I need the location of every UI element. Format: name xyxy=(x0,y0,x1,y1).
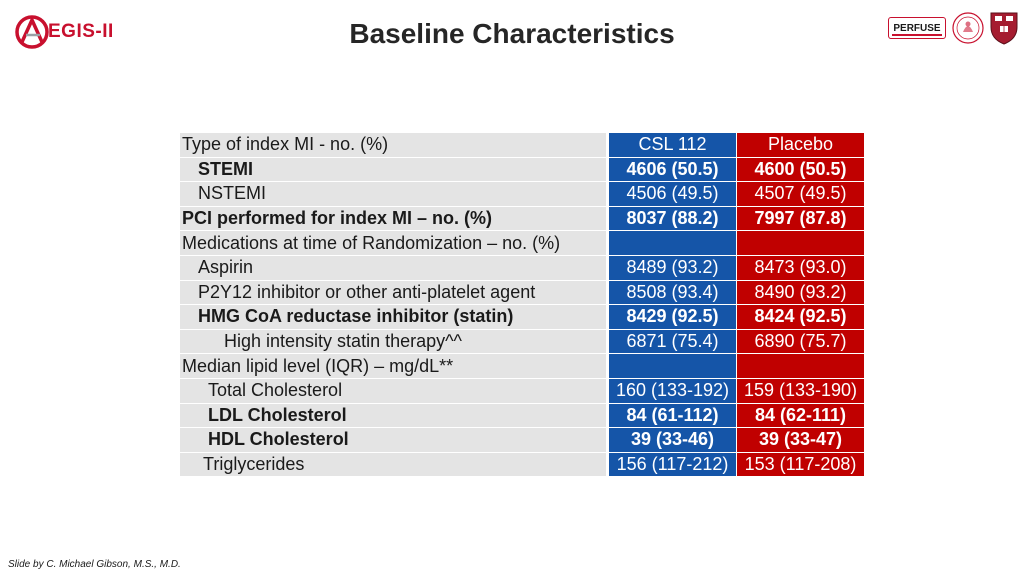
table-row: NSTEMI 4506 (49.5) 4507 (49.5) xyxy=(180,182,864,207)
csl-value: 8037 (88.2) xyxy=(609,206,736,232)
aegis-logo-text: EGIS-II xyxy=(48,21,114,42)
row-label-aspirin: Aspirin xyxy=(198,257,254,278)
csl-value: 6871 (75.4) xyxy=(609,329,736,355)
column-header-csl112: CSL 112 xyxy=(609,133,736,158)
placebo-value: 8490 (93.2) xyxy=(737,280,864,306)
table-row: HDL Cholesterol 39 (33-46) 39 (33-47) xyxy=(180,428,864,453)
table-row: LDL Cholesterol 84 (61-112) 84 (62-111) xyxy=(180,403,864,429)
csl-value: 84 (61-112) xyxy=(609,403,736,429)
row-label-statin: HMG CoA reductase inhibitor (statin) xyxy=(198,306,514,327)
csl-value: 8489 (93.2) xyxy=(609,255,736,281)
table-row: PCI performed for index MI – no. (%) 803… xyxy=(180,206,864,232)
table-row: Type of index MI - no. (%) CSL 112 Place… xyxy=(180,133,864,158)
row-label-high-intensity-statin: High intensity statin therapy^^ xyxy=(224,331,463,352)
csl-value: 4506 (49.5) xyxy=(609,182,736,207)
csl-value xyxy=(609,231,736,256)
table-row: High intensity statin therapy^^ 6871 (75… xyxy=(180,329,864,355)
table-row: P2Y12 inhibitor or other anti-platelet a… xyxy=(180,280,864,306)
row-label-pci: PCI performed for index MI – no. (%) xyxy=(180,206,606,232)
aegis-ii-logo: EGIS-II xyxy=(14,14,136,50)
placebo-value: 6890 (75.7) xyxy=(737,329,864,355)
placebo-value: 4600 (50.5) xyxy=(737,157,864,183)
placebo-value xyxy=(737,354,864,379)
table-row: Triglycerides 156 (117-212) 153 (117-208… xyxy=(180,452,864,478)
csl-value: 160 (133-192) xyxy=(609,378,736,404)
row-label-total-cholesterol: Total Cholesterol xyxy=(208,380,343,401)
csl-value: 8429 (92.5) xyxy=(609,305,736,330)
table-row: STEMI 4606 (50.5) 4600 (50.5) xyxy=(180,157,864,183)
csl-value: 4606 (50.5) xyxy=(609,157,736,183)
row-label-nstemi: NSTEMI xyxy=(198,183,267,204)
placebo-value: 8473 (93.0) xyxy=(737,255,864,281)
row-label-median-lipid: Median lipid level (IQR) – mg/dL** xyxy=(180,354,606,379)
placebo-value: 4507 (49.5) xyxy=(737,182,864,207)
placebo-value: 8424 (92.5) xyxy=(737,305,864,330)
university-seal-icon xyxy=(952,12,984,44)
csl-value: 156 (117-212) xyxy=(609,452,736,478)
row-label-medications: Medications at time of Randomization – n… xyxy=(180,231,606,256)
row-label-ldl: LDL Cholesterol xyxy=(208,404,347,425)
row-label-triglycerides: Triglycerides xyxy=(203,454,305,475)
placebo-value: 7997 (87.8) xyxy=(737,206,864,232)
slide-credit: Slide by C. Michael Gibson, M.S., M.D. xyxy=(8,559,181,570)
placebo-value: 39 (33-47) xyxy=(737,428,864,453)
page-title: Baseline Characteristics xyxy=(349,18,675,49)
csl-value: 39 (33-46) xyxy=(609,428,736,453)
table-row: Medications at time of Randomization – n… xyxy=(180,231,864,256)
perfuse-logo-text: PERFUSE xyxy=(893,22,941,34)
harvard-shield-icon xyxy=(990,12,1018,45)
placebo-value xyxy=(737,231,864,256)
table-row: Median lipid level (IQR) – mg/dL** xyxy=(180,354,864,379)
row-label-index-mi: Type of index MI - no. (%) xyxy=(180,133,606,158)
row-label-hdl: HDL Cholesterol xyxy=(208,429,349,450)
csl-value xyxy=(609,354,736,379)
table-row: HMG CoA reductase inhibitor (statin) 842… xyxy=(180,305,864,330)
column-header-placebo: Placebo xyxy=(737,133,864,158)
placebo-value: 153 (117-208) xyxy=(737,452,864,478)
placebo-value: 84 (62-111) xyxy=(737,403,864,429)
csl-value: 8508 (93.4) xyxy=(609,280,736,306)
row-label-p2y12: P2Y12 inhibitor or other anti-platelet a… xyxy=(198,281,536,302)
aegis-logo-icon xyxy=(15,15,49,49)
table-row: Aspirin 8489 (93.2) 8473 (93.0) xyxy=(180,255,864,281)
placebo-value: 159 (133-190) xyxy=(737,378,864,404)
baseline-characteristics-table: Type of index MI - no. (%) CSL 112 Place… xyxy=(180,133,864,478)
table-row: Total Cholesterol 160 (133-192) 159 (133… xyxy=(180,378,864,404)
row-label-stemi: STEMI xyxy=(198,158,254,179)
perfuse-logo: PERFUSE xyxy=(888,17,946,39)
